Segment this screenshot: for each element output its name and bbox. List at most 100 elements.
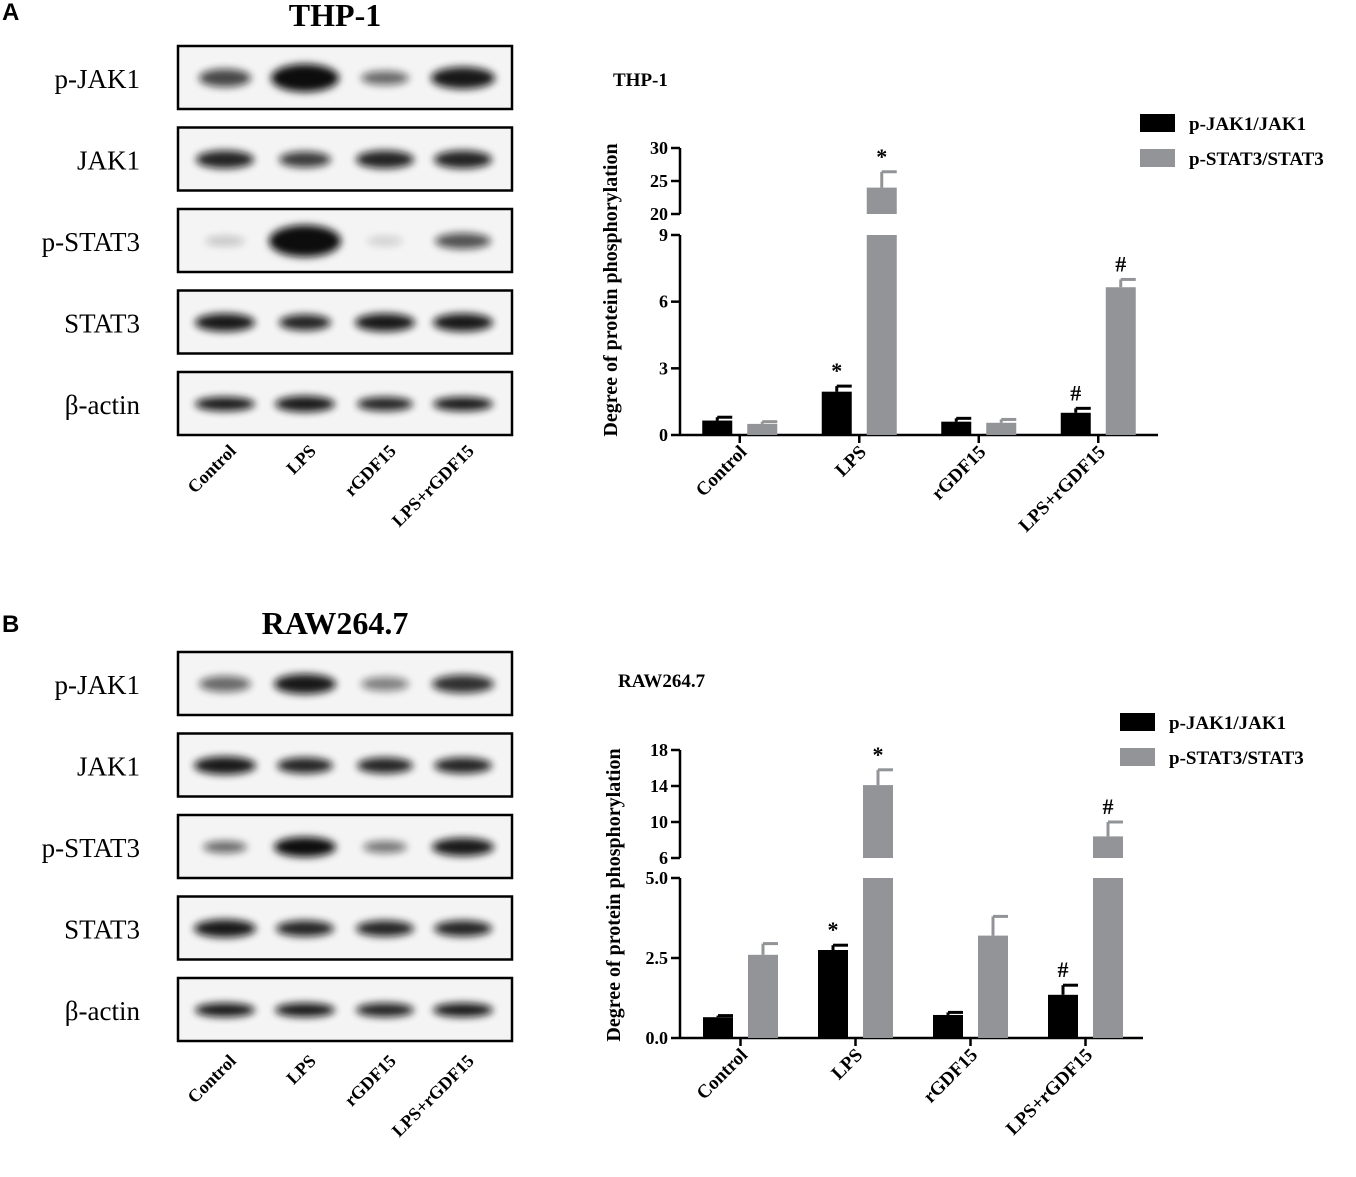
panel-label: B [2,611,19,638]
blot-row-label: p-STAT3 [42,833,140,863]
blot-row-label: p-JAK1 [55,670,141,700]
significance-mark: # [1070,380,1081,405]
significance-mark: * [876,144,887,169]
blot-band [275,1003,335,1017]
blot-band [434,757,492,774]
blot-row-label: STAT3 [64,915,140,945]
blot-band [433,313,493,332]
blot-band [433,1003,493,1017]
blot-band [434,150,492,169]
legend-swatch [1140,149,1175,167]
y-tick-label: 3 [659,358,668,378]
y-tick-label: 10 [650,812,668,832]
bar [863,878,893,1038]
blot-band [357,397,413,411]
y-tick-label: 30 [650,138,668,158]
significance-mark: * [873,742,884,767]
blot-band [432,838,494,856]
blot-lane-label: rGDF15 [340,1051,399,1110]
blot-row-label: JAK1 [77,146,140,176]
x-tick-label: rGDF15 [928,442,991,505]
blot-band [356,150,414,169]
x-tick-label: LPS [828,1045,867,1084]
bar [863,785,893,858]
bar [1105,287,1136,435]
blot-band [269,225,341,257]
blot-band [355,313,415,332]
x-tick-label: Control [692,442,751,501]
blot-row-label: β-actin [65,996,141,1026]
blot-band [279,151,331,168]
legend-label: p-STAT3/STAT3 [1169,748,1304,769]
y-tick-label: 18 [650,740,668,760]
blot-band [434,920,492,937]
bar [986,422,1017,435]
blot-lane-label: LPS+rGDF15 [388,441,478,531]
x-tick-label: LPS+rGDF15 [1015,442,1110,537]
blot-band [276,920,334,937]
blot-lane-label: LPS [282,1051,319,1088]
blot-row-label: STAT3 [64,309,140,339]
blot-band [199,676,251,692]
y-tick-label: 6 [659,292,668,312]
y-axis-label: Degree of protein phosphorylation [600,143,622,436]
legend-label: p-JAK1/JAK1 [1189,114,1306,135]
legend-label: p-JAK1/JAK1 [1169,713,1286,734]
x-tick-label: LPS+rGDF15 [1002,1045,1097,1140]
blot-band [356,1003,414,1017]
blot-lane-label: Control [183,1051,239,1107]
blot-row-label: p-STAT3 [42,227,140,257]
blot-lane-label: Control [183,441,239,497]
bar [821,391,852,435]
y-tick-label: 2.5 [646,948,669,968]
y-tick-label: 14 [650,776,668,796]
bar [1060,412,1091,435]
blot-band [274,837,336,857]
y-tick-label: 0 [659,425,668,445]
blot-band [195,313,255,332]
blot-band [205,236,245,246]
y-tick-label: 5.0 [646,868,669,888]
chart-title: RAW264.7 [618,671,706,692]
significance-mark: # [1115,251,1126,276]
blot-band [195,397,255,411]
blot-band [195,1003,255,1017]
significance-mark: * [831,358,842,383]
y-tick-label: 0.0 [646,1028,669,1048]
blot-row-label: β-actin [65,390,141,420]
x-tick-label: LPS [831,442,870,481]
bar [703,1017,733,1038]
significance-mark: * [828,917,839,942]
y-tick-label: 25 [650,171,668,191]
blot-band [203,841,247,853]
chart-title: THP-1 [613,70,668,91]
panel-label: A [2,0,19,26]
blot-lane-label: LPS+rGDF15 [388,1051,478,1141]
bar [866,187,897,214]
blot-title: THP-1 [289,0,381,33]
blot-band [274,674,336,694]
significance-mark: # [1058,957,1069,982]
blot-band [199,69,251,87]
bar [747,423,778,435]
bar [748,954,778,1038]
blot-band [357,757,413,774]
y-tick-label: 6 [659,848,668,868]
blot-band [196,150,254,169]
bar [818,950,848,1038]
bar [1048,994,1078,1038]
bar [866,235,897,435]
blot-band [361,677,409,691]
bar [933,1014,963,1038]
legend-swatch [1140,114,1175,132]
blot-lane-label: LPS [282,441,319,478]
bar [978,935,1008,1038]
legend-label: p-STAT3/STAT3 [1189,149,1324,170]
blot-band [356,920,414,937]
blot-lane-label: rGDF15 [340,441,399,500]
bar [941,421,972,435]
blot-band [363,841,407,853]
x-tick-label: Control [693,1045,752,1104]
blot-band [275,396,335,412]
blot-band [432,675,494,693]
